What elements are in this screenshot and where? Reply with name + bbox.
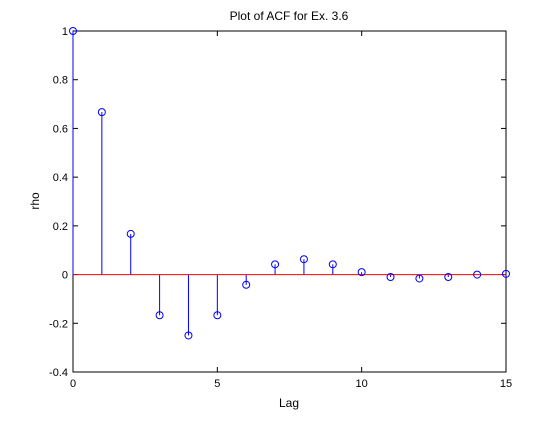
x-tick-label: 0	[70, 378, 76, 390]
stem-marker	[444, 273, 453, 282]
y-tick-label: 0.8	[53, 75, 68, 87]
x-axis-label: Lag	[279, 396, 299, 410]
y-tick-label: -0.4	[49, 367, 68, 379]
y-tick-label: 0.2	[53, 221, 68, 233]
stem-marker	[213, 311, 222, 320]
y-tick-label: 1	[62, 26, 68, 38]
stem-marker	[473, 270, 482, 279]
stem-marker	[184, 331, 193, 340]
plot-frame	[72, 30, 507, 373]
stem-marker	[328, 260, 337, 269]
stem-marker	[502, 269, 510, 278]
y-tick-label: 0	[62, 270, 68, 282]
x-tick-label: 15	[500, 378, 512, 390]
x-tick-label: 5	[214, 378, 220, 390]
stem-marker	[97, 108, 106, 117]
stem-marker	[386, 273, 395, 282]
x-tick-label: 10	[356, 378, 368, 390]
y-tick-label: 0.4	[53, 172, 68, 184]
y-tick-label: -0.2	[49, 318, 68, 330]
stem-marker	[126, 229, 135, 238]
y-axis-label: rho	[28, 192, 42, 210]
chart-title: Plot of ACF for Ex. 3.6	[230, 9, 349, 23]
stem-marker	[271, 260, 280, 269]
stem-marker	[155, 311, 164, 320]
y-tick-label: 0.6	[53, 123, 68, 135]
stem-marker	[415, 274, 424, 283]
plot-area: -0.4-0.200.20.40.60.810 5 10 15	[49, 26, 512, 390]
stem-marker	[299, 255, 308, 264]
stem-marker	[69, 27, 77, 35]
stem-marker	[357, 268, 366, 277]
stem-marker	[242, 280, 251, 289]
